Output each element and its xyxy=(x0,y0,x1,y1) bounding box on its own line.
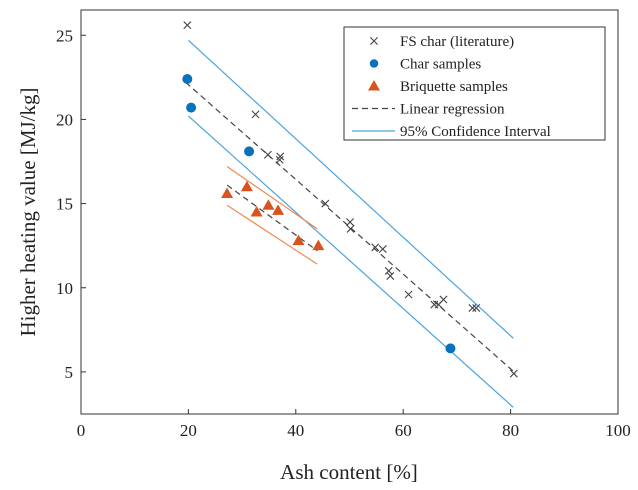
data-point-circle-2 xyxy=(186,102,197,113)
data-points xyxy=(182,21,518,378)
y-tick-label: 15 xyxy=(56,195,73,214)
y-tick-label: 20 xyxy=(56,110,73,129)
data-point-x-5 xyxy=(275,155,284,164)
data-point-triangle-4 xyxy=(262,199,275,210)
data-point-x-1 xyxy=(183,21,192,30)
legend-label: Char samples xyxy=(400,57,481,73)
fit-line-4 xyxy=(226,184,318,252)
data-point-triangle-1 xyxy=(221,187,234,198)
legend-marker-circle xyxy=(369,59,379,68)
data-point-triangle-7 xyxy=(312,239,325,251)
fit-line-3 xyxy=(187,115,514,408)
data-point-x-8 xyxy=(346,224,355,233)
data-point-triangle-2 xyxy=(240,180,253,192)
legend-label: Linear regression xyxy=(400,102,505,118)
data-point-x-17 xyxy=(468,303,477,312)
data-point-x-4 xyxy=(276,152,285,161)
legend-label: Briquette samples xyxy=(400,79,508,95)
data-point-circle-1 xyxy=(182,74,193,85)
x-tick-label: 100 xyxy=(605,421,631,440)
legend-label: 95% Confidence Interval xyxy=(400,124,551,140)
fit-line-2 xyxy=(187,39,514,339)
data-point-x-7 xyxy=(346,218,355,227)
data-point-x-18 xyxy=(472,303,481,312)
y-axis-label: Higher heating value [MJ/kg] xyxy=(16,87,40,336)
data-point-x-12 xyxy=(386,271,395,280)
x-tick-label: 80 xyxy=(502,421,519,440)
x-tick-label: 0 xyxy=(77,421,86,440)
x-axis: 0 20 40 60 80 100 xyxy=(77,409,631,440)
plot-frame xyxy=(80,9,619,415)
x-axis-label: Ash content [%] xyxy=(280,460,418,484)
x-tick-label: 60 xyxy=(395,421,412,440)
legend-marker-triangle xyxy=(368,80,380,91)
data-point-circle-4 xyxy=(445,343,456,354)
y-tick-label: 10 xyxy=(56,279,73,298)
data-point-triangle-5 xyxy=(272,204,285,215)
data-point-x-10 xyxy=(378,245,387,254)
y-tick-label: 5 xyxy=(65,363,74,382)
fit-line-5 xyxy=(226,166,318,230)
legend-label: FS char (literature) xyxy=(400,34,514,50)
y-tick-label: 25 xyxy=(56,26,73,45)
data-point-circle-3 xyxy=(244,146,255,157)
x-tick-label: 20 xyxy=(180,421,197,440)
data-point-x-9 xyxy=(371,243,380,252)
x-tick-label: 40 xyxy=(287,421,304,440)
data-point-x-19 xyxy=(509,369,518,378)
legend: FS char (literature) Char samples Briquett… xyxy=(343,26,606,141)
legend-marker-x xyxy=(370,37,378,45)
y-axis: 5 10 15 20 25 xyxy=(56,26,86,382)
fit-line-6 xyxy=(226,204,318,265)
data-point-x-16 xyxy=(439,295,448,304)
data-point-triangle-6 xyxy=(292,234,305,246)
data-point-x-2 xyxy=(251,110,260,119)
data-point-x-6 xyxy=(321,199,330,208)
data-point-x-11 xyxy=(384,266,393,275)
legend-box xyxy=(343,26,606,141)
data-point-x-3 xyxy=(263,150,272,159)
data-point-x-13 xyxy=(404,290,413,299)
data-point-triangle-3 xyxy=(250,206,263,217)
